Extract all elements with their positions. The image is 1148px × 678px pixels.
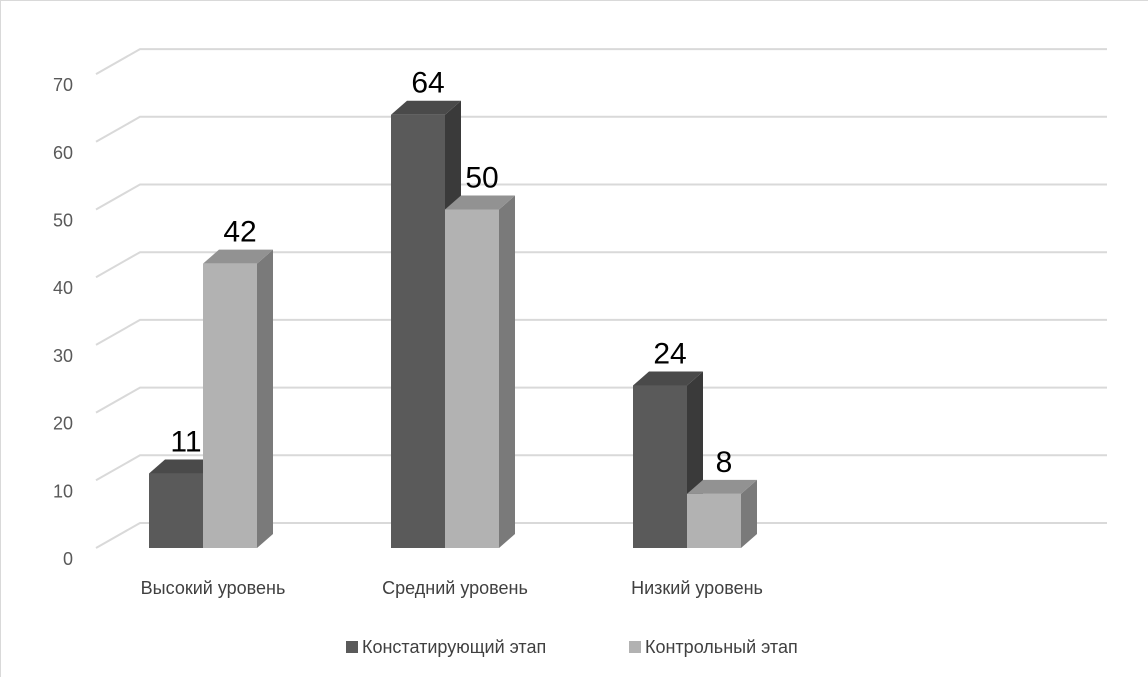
category-label: Низкий уровень — [631, 578, 763, 598]
y-tick-label: 70 — [53, 75, 73, 95]
y-tick-label: 60 — [53, 143, 73, 163]
gridline — [95, 386, 1107, 414]
y-tick-label: 30 — [53, 346, 73, 366]
y-tick-label: 0 — [63, 549, 73, 569]
bar-kontrolnyy-side — [499, 195, 515, 548]
bar-kontrolnyy — [687, 493, 741, 548]
data-label: 11 — [170, 426, 201, 459]
gridline — [95, 522, 1107, 549]
y-tick-label: 40 — [53, 278, 73, 298]
bar-kontrolnyy-top — [687, 479, 757, 494]
category-label: Высокий уровень — [141, 578, 286, 598]
legend-label: Контрольный этап — [645, 637, 798, 657]
data-label: 64 — [411, 67, 444, 100]
y-tick-label: 10 — [53, 481, 73, 501]
gridline — [95, 115, 1107, 143]
gridline — [95, 454, 1107, 482]
bar-kontrolnyy-top — [445, 195, 515, 210]
bar-konstatiruyushchiy-top — [391, 100, 461, 115]
gridline — [95, 183, 1107, 211]
bar-konstatiruyushchiy-top — [633, 371, 703, 386]
gridline — [95, 318, 1107, 346]
bar-kontrolnyy-side — [257, 249, 273, 548]
gridline — [95, 48, 1107, 75]
bar-kontrolnyy — [445, 209, 499, 548]
y-tick-label: 20 — [53, 414, 73, 434]
bar-kontrolnyy-top — [203, 249, 273, 264]
gridline — [95, 251, 1107, 279]
data-label: 8 — [716, 446, 733, 479]
data-label: 50 — [465, 162, 498, 195]
data-label: 24 — [653, 338, 686, 371]
y-tick-label: 50 — [53, 211, 73, 231]
legend-label: Констатирующий этап — [362, 637, 546, 657]
data-label: 42 — [223, 216, 256, 249]
legend-swatch — [346, 641, 358, 653]
legend-swatch — [629, 641, 641, 653]
bar-konstatiruyushchiy — [633, 385, 687, 548]
bar-konstatiruyushchiy-top — [149, 459, 219, 474]
bar-kontrolnyy-side — [741, 479, 757, 548]
bar-konstatiruyushchiy — [391, 114, 445, 548]
bar-konstatiruyushchiy — [149, 473, 203, 548]
category-label: Средний уровень — [382, 578, 528, 598]
bar-kontrolnyy — [203, 263, 257, 548]
